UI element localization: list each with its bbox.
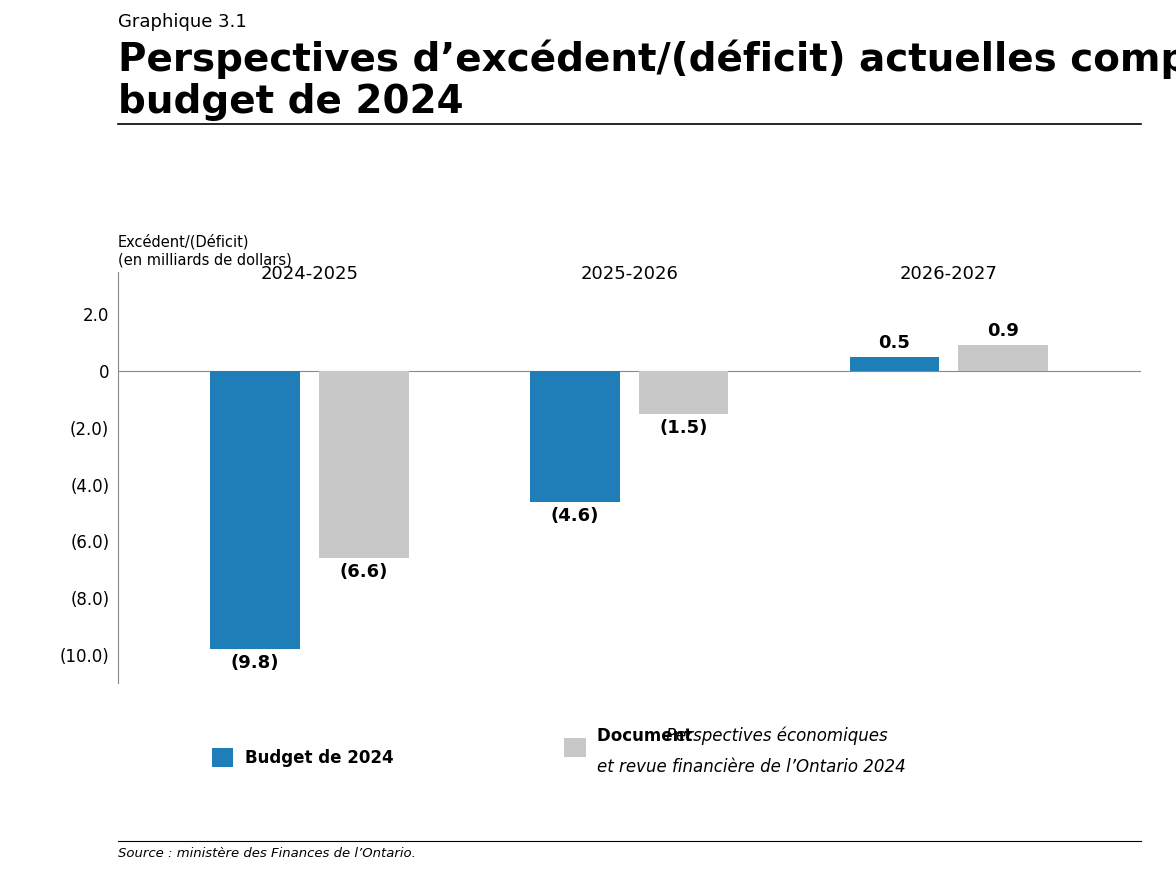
Text: Budget de 2024: Budget de 2024	[245, 749, 393, 766]
Text: Excédent/(Déficit): Excédent/(Déficit)	[118, 234, 249, 250]
Text: (4.6): (4.6)	[550, 506, 599, 525]
Text: 2024-2025: 2024-2025	[260, 265, 359, 283]
Text: Perspectives économiques: Perspectives économiques	[666, 726, 887, 745]
Text: Document: Document	[597, 727, 699, 745]
Text: (9.8): (9.8)	[230, 654, 280, 672]
Text: 2025-2026: 2025-2026	[580, 265, 679, 283]
Text: 2026-2027: 2026-2027	[900, 265, 997, 283]
Text: Graphique 3.1: Graphique 3.1	[118, 13, 246, 32]
Text: budget de 2024: budget de 2024	[118, 83, 463, 121]
Text: 0.9: 0.9	[988, 322, 1020, 340]
Bar	[211, 371, 300, 649]
Text: 0.5: 0.5	[878, 334, 910, 351]
Text: et revue financière de l’Ontario 2024: et revue financière de l’Ontario 2024	[597, 758, 907, 775]
Text: (en milliards de dollars): (en milliards de dollars)	[118, 252, 292, 267]
Bar	[319, 371, 408, 558]
Bar	[850, 357, 940, 371]
Text: (6.6): (6.6)	[340, 563, 388, 582]
Bar	[958, 345, 1048, 371]
Bar	[639, 371, 728, 413]
Bar	[530, 371, 620, 502]
Text: Perspectives d’excédent/(déficit) actuelles comparées à celles du: Perspectives d’excédent/(déficit) actuel…	[118, 39, 1176, 79]
Text: (1.5): (1.5)	[660, 419, 708, 436]
Text: Source : ministère des Finances de l’Ontario.: Source : ministère des Finances de l’Ont…	[118, 847, 415, 860]
